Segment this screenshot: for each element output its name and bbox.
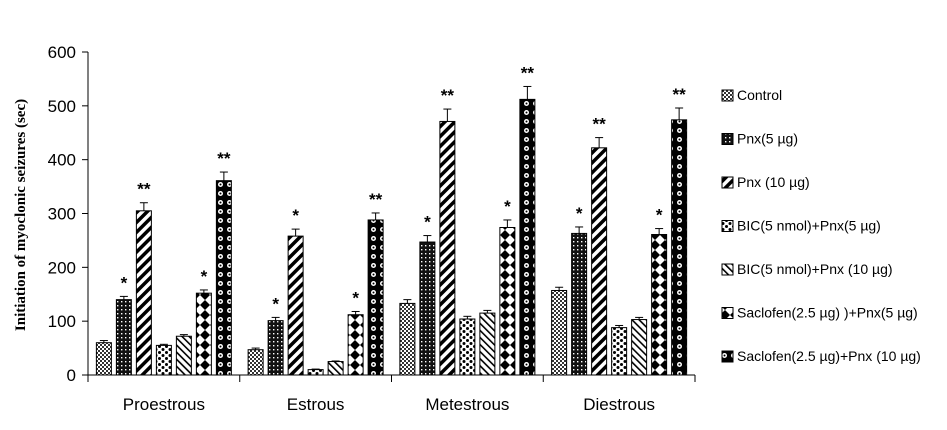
- x-tick-label: Metestrous: [425, 395, 509, 414]
- bar: [591, 147, 608, 376]
- bar: [479, 312, 496, 376]
- y-tick-label: 100: [48, 312, 76, 331]
- bar: [347, 314, 364, 376]
- bar: [671, 119, 688, 376]
- bar: [115, 299, 132, 376]
- bar: [215, 180, 232, 376]
- bar: [155, 344, 172, 376]
- legend-label: Control: [737, 87, 782, 103]
- bar: [499, 226, 516, 376]
- significance-label: **: [593, 115, 607, 134]
- bar: [195, 292, 212, 376]
- significance-label: **: [441, 86, 455, 105]
- bar: [267, 320, 284, 376]
- legend-label: BIC(5 nmol)+Pnx (10 µg): [737, 261, 893, 277]
- y-axis-label: Initiation of myoclonic seizures (sec): [13, 99, 29, 331]
- bar: [95, 342, 112, 376]
- legend-swatch: [721, 133, 734, 145]
- legend-label: Saclofen(2.5 µg)+Pnx (10 µg): [737, 348, 921, 364]
- significance-label: *: [576, 204, 583, 223]
- x-tick-label: Diestrous: [583, 395, 655, 414]
- bar: [571, 232, 588, 376]
- significance-label: *: [292, 206, 299, 225]
- bar: [307, 369, 324, 376]
- bar: [459, 318, 476, 376]
- y-tick-label: 200: [48, 258, 76, 277]
- error-bars: [99, 85, 684, 370]
- y-tick-label: 500: [48, 97, 76, 116]
- significance-label: *: [504, 197, 511, 216]
- legend-label: Pnx(5 µg): [737, 131, 798, 147]
- bar: [551, 289, 568, 376]
- bar: [651, 233, 668, 376]
- bar: [287, 235, 304, 376]
- significance-label: *: [272, 294, 279, 313]
- legend-swatch: [721, 89, 734, 102]
- significance-label: **: [521, 63, 535, 82]
- x-tick-label: Estrous: [287, 395, 345, 414]
- bar: [367, 219, 384, 376]
- bar: [439, 120, 456, 376]
- significance-label: **: [137, 180, 151, 199]
- y-axis: 0 100 200 300 400 500 600: [48, 43, 88, 385]
- significance-label: **: [673, 85, 687, 104]
- x-tick-label: Proestrous: [123, 395, 205, 414]
- legend-swatch: [721, 350, 734, 363]
- significance-label: *: [352, 288, 359, 307]
- legend-label: BIC(5 nmol)+Pnx(5 µg): [737, 218, 881, 234]
- significance-label: *: [656, 206, 663, 225]
- legend-swatch: [721, 176, 734, 189]
- bar: [611, 327, 628, 376]
- legend-label: Pnx (10 µg): [737, 174, 810, 190]
- legend-swatch: [721, 307, 734, 319]
- legend-swatch: [721, 263, 734, 276]
- significance-label: **: [369, 190, 383, 209]
- bars: [95, 98, 688, 376]
- legend-label: Saclofen(2.5 µg) )+Pnx(5 µg): [737, 305, 918, 321]
- y-tick-label: 300: [48, 205, 76, 224]
- bar: [135, 210, 152, 376]
- significance-label: *: [424, 213, 431, 232]
- y-tick-label: 0: [67, 366, 76, 385]
- significance-label: *: [121, 273, 128, 292]
- bar: [519, 98, 536, 376]
- legend: Control Pnx(5 µg) Pnx (10 µg) BIC(5 nmol)+P…: [721, 87, 921, 364]
- significance-label: **: [217, 149, 231, 168]
- bar: [399, 302, 416, 376]
- y-tick-label: 600: [48, 43, 76, 62]
- bar: [175, 335, 192, 376]
- significance-markers: ***********************: [121, 63, 687, 313]
- bar: [631, 319, 648, 376]
- legend-swatch: [721, 220, 734, 232]
- x-axis: Proestrous Estrous Metestrous Diestrous: [123, 395, 655, 414]
- significance-label: *: [201, 267, 208, 286]
- bar: [247, 349, 264, 376]
- bar: [419, 241, 436, 376]
- y-tick-label: 400: [48, 151, 76, 170]
- bar: [327, 361, 344, 376]
